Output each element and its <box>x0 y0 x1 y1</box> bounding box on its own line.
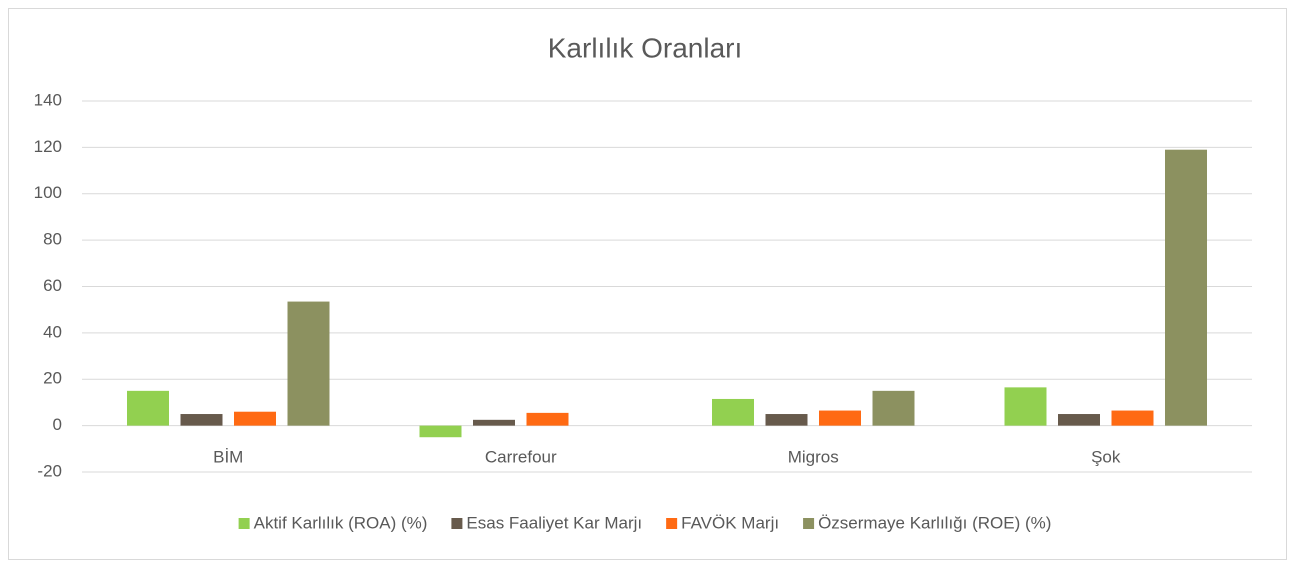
chart-border <box>8 8 1287 560</box>
bar <box>712 398 754 426</box>
legend-label: Esas Faaliyet Kar Marjı <box>466 513 642 532</box>
legend-label: Özsermaye Karlılığı (ROE) (%) <box>818 513 1051 532</box>
x-tick-label: Migros <box>788 447 839 466</box>
x-tick-label: Şok <box>1091 447 1121 466</box>
bar <box>127 390 169 426</box>
y-tick-label: 40 <box>43 322 62 341</box>
y-tick-label: -20 <box>37 461 62 480</box>
y-tick-label: 100 <box>34 183 62 202</box>
y-tick-label: 0 <box>53 415 62 434</box>
x-tick-label: BİM <box>213 447 243 466</box>
legend-swatch <box>238 518 250 529</box>
bar <box>234 411 276 426</box>
legend-label: FAVÖK Marjı <box>681 513 779 532</box>
legend-swatch <box>803 518 815 529</box>
bar <box>287 301 330 426</box>
bar <box>819 410 861 426</box>
y-tick-label: 60 <box>43 276 62 295</box>
y-tick-label: 140 <box>34 90 62 109</box>
x-tick-label: Carrefour <box>485 447 557 466</box>
chart-title: Karlılık Oranları <box>548 32 743 63</box>
bar <box>419 425 462 438</box>
bar <box>1111 410 1154 426</box>
y-tick-label: 80 <box>43 230 62 249</box>
bar <box>872 390 915 426</box>
legend-label: Aktif Karlılık (ROA) (%) <box>254 513 428 532</box>
y-tick-label: 120 <box>34 137 62 156</box>
bar <box>180 414 223 426</box>
bar <box>1058 414 1100 426</box>
legend-swatch <box>451 518 463 529</box>
legend-swatch <box>666 518 678 529</box>
bar <box>1165 149 1207 426</box>
bar <box>765 414 808 426</box>
bar <box>526 412 569 426</box>
bar <box>1004 387 1047 426</box>
bar <box>473 419 515 426</box>
y-tick-label: 20 <box>43 369 62 388</box>
